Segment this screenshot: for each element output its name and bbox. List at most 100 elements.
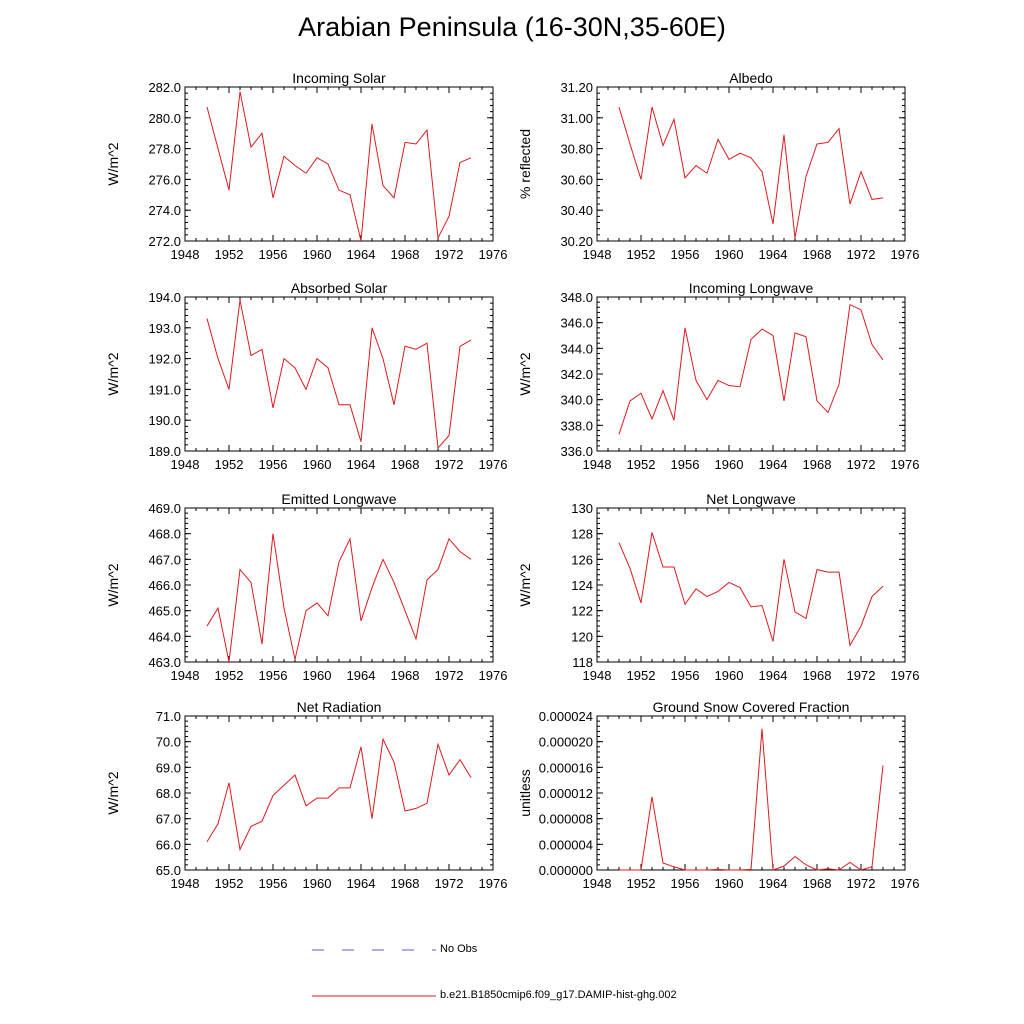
y-axis-label: W/m^2	[105, 563, 121, 606]
y-tick-label: 348.0	[560, 290, 593, 305]
x-tick-label: 1960	[303, 876, 332, 891]
panel-title: Ground Snow Covered Fraction	[653, 699, 850, 715]
y-tick-label: 342.0	[560, 367, 593, 382]
x-tick-label: 1968	[391, 876, 420, 891]
y-tick-label: 338.0	[560, 418, 593, 433]
legend-label-no-obs: No Obs	[440, 943, 478, 955]
y-tick-label: 65.0	[156, 863, 181, 878]
series-line	[618, 532, 884, 647]
x-tick-label: 1956	[259, 247, 288, 262]
y-tick-label: 0.000004	[539, 837, 593, 852]
x-tick-label: 1960	[303, 668, 332, 683]
y-tick-label: 0.000000	[539, 863, 593, 878]
y-tick-label: 31.00	[560, 111, 593, 126]
x-tick-label: 1964	[759, 247, 788, 262]
main-title: Arabian Peninsula (16-30N,35-60E)	[298, 12, 726, 42]
x-tick-label: 1948	[583, 668, 612, 683]
x-tick-label: 1972	[847, 457, 876, 472]
x-tick-label: 1956	[671, 247, 700, 262]
plot-frame	[596, 507, 906, 663]
x-tick-label: 1948	[583, 457, 612, 472]
x-tick-label: 1964	[759, 457, 788, 472]
x-tick-label: 1948	[171, 457, 200, 472]
x-tick-label: 1960	[715, 247, 744, 262]
x-tick-label: 1972	[847, 876, 876, 891]
plot-frame	[184, 507, 494, 663]
x-tick-label: 1968	[803, 247, 832, 262]
plot-frame	[596, 715, 906, 871]
x-tick-label: 1968	[803, 457, 832, 472]
x-tick-label: 1956	[259, 876, 288, 891]
legend-label-model-run: b.e21.B1850cmip6.f09_g17.DAMIP-hist-ghg.…	[440, 989, 677, 1001]
x-tick-label: 1956	[671, 457, 700, 472]
y-tick-label: 126	[571, 552, 593, 567]
panel-title: Incoming Longwave	[689, 280, 814, 296]
y-tick-label: 68.0	[156, 786, 181, 801]
y-tick-label: 0.000012	[539, 786, 593, 801]
y-tick-label: 467.0	[148, 552, 181, 567]
x-tick-label: 1968	[803, 876, 832, 891]
series-line	[619, 728, 884, 871]
x-tick-label: 1952	[627, 247, 656, 262]
x-tick-label: 1956	[671, 668, 700, 683]
y-tick-label: 192.0	[148, 352, 181, 367]
y-tick-label: 469.0	[148, 501, 181, 516]
x-tick-label: 1960	[715, 457, 744, 472]
y-tick-label: 463.0	[148, 655, 181, 670]
y-tick-label: 189.0	[148, 444, 181, 459]
x-tick-label: 1976	[891, 247, 920, 262]
y-tick-label: 66.0	[156, 837, 181, 852]
panel-6: Net Longwave W/m^2 1948 1952 1956 1960 1964 196…	[517, 491, 919, 683]
x-tick-label: 1976	[479, 876, 508, 891]
x-tick-label: 1952	[215, 247, 244, 262]
x-tick-label: 1968	[391, 247, 420, 262]
x-tick-label: 1964	[347, 457, 376, 472]
y-axis-label: unitless	[517, 769, 533, 816]
x-tick-label: 1964	[347, 247, 376, 262]
panel-title: Absorbed Solar	[291, 280, 388, 296]
panel-title: Net Radiation	[297, 699, 382, 715]
panel-3: Absorbed Solar W/m^2 1948 1952 1956 1960 1964 1…	[105, 280, 507, 472]
y-tick-label: 30.20	[560, 234, 593, 249]
x-tick-label: 1956	[671, 876, 700, 891]
y-tick-label: 466.0	[148, 578, 181, 593]
x-tick-label: 1976	[891, 668, 920, 683]
y-tick-label: 71.0	[156, 709, 181, 724]
x-tick-label: 1964	[347, 876, 376, 891]
y-tick-label: 468.0	[148, 527, 181, 542]
x-tick-label: 1952	[215, 457, 244, 472]
y-tick-label: 465.0	[148, 604, 181, 619]
panel-title: Emitted Longwave	[281, 491, 396, 507]
x-tick-label: 1976	[479, 668, 508, 683]
x-tick-label: 1976	[479, 247, 508, 262]
plot-frame	[184, 86, 494, 242]
y-tick-label: 0.000016	[539, 760, 593, 775]
y-axis-label: W/m^2	[105, 142, 121, 185]
y-tick-label: 31.20	[560, 80, 593, 95]
x-tick-label: 1960	[303, 457, 332, 472]
y-tick-label: 190.0	[148, 413, 181, 428]
y-axis-label: W/m^2	[105, 352, 121, 395]
y-tick-label: 280.0	[148, 111, 181, 126]
panel-title: Net Longwave	[706, 491, 796, 507]
y-tick-label: 272.0	[148, 234, 181, 249]
x-tick-label: 1972	[435, 668, 464, 683]
y-tick-label: 0.000020	[539, 735, 593, 750]
y-tick-label: 70.0	[156, 735, 181, 750]
y-tick-label: 464.0	[148, 629, 181, 644]
y-tick-label: 118	[572, 655, 593, 670]
plot-frame	[184, 715, 494, 871]
y-tick-label: 282.0	[148, 80, 181, 95]
series-line	[618, 303, 884, 435]
y-tick-label: 0.000024	[539, 709, 593, 724]
panel-7: Net Radiation W/m^2 1948 1952 1956 1960 1964 19…	[105, 699, 507, 891]
x-tick-label: 1972	[435, 247, 464, 262]
y-tick-label: 122	[571, 604, 593, 619]
series-line	[206, 533, 472, 663]
y-tick-label: 69.0	[156, 760, 181, 775]
panel-8: Ground Snow Covered Fraction unitless 1948…	[517, 699, 919, 891]
x-tick-label: 1976	[891, 457, 920, 472]
panel-4: Incoming Longwave W/m^2 1948 1952 1956 1960 19…	[517, 280, 919, 472]
x-tick-label: 1976	[479, 457, 508, 472]
